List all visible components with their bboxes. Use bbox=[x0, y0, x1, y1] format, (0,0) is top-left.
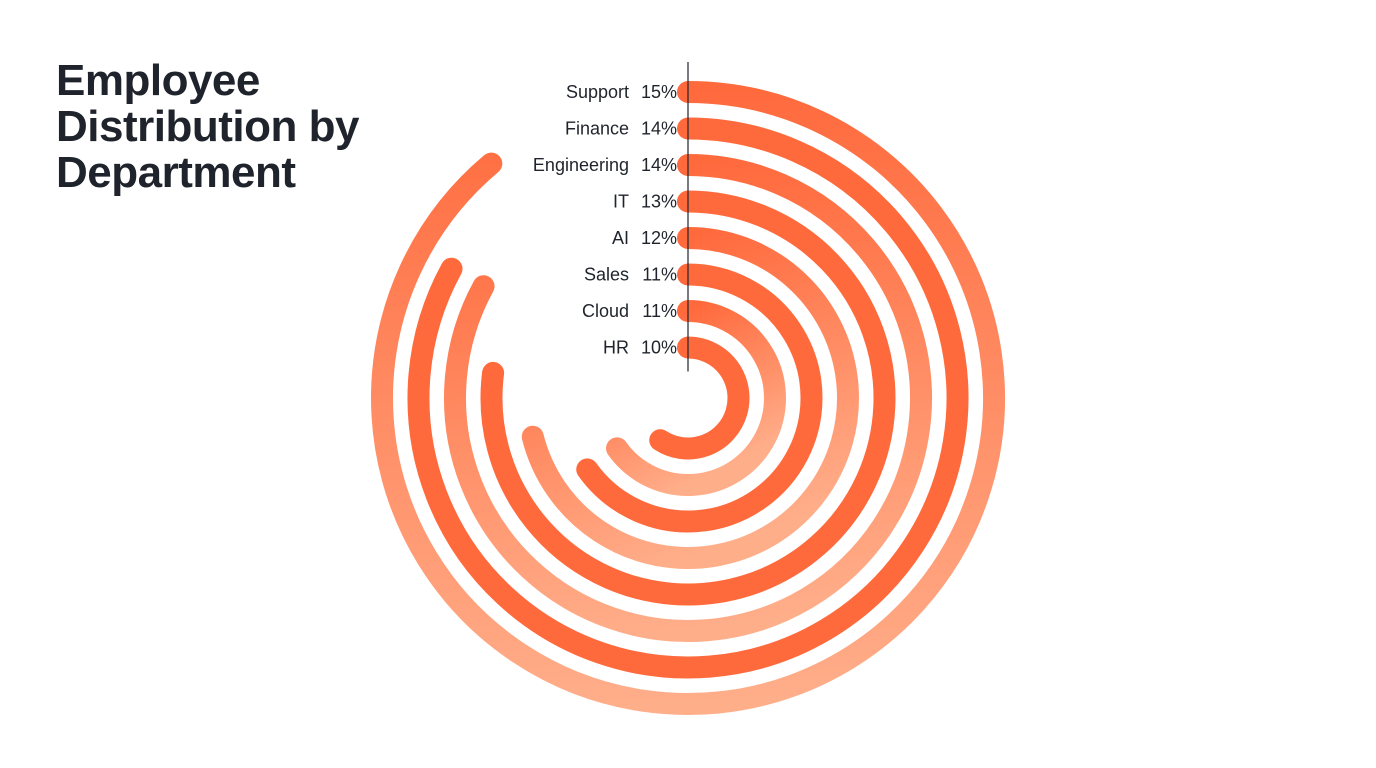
bar-group bbox=[371, 81, 1005, 715]
bar-ai bbox=[521, 227, 859, 569]
bar-engineering bbox=[444, 154, 932, 642]
value-label-cloud: 11% bbox=[642, 301, 677, 321]
category-label-sales: Sales bbox=[584, 265, 629, 285]
category-label-engineering: Engineering bbox=[533, 155, 629, 175]
label-group: Support 15% Finance 14% Engineering 14% IT 13% A… bbox=[533, 82, 677, 358]
bar-hr bbox=[649, 336, 750, 460]
bar-finance bbox=[407, 117, 969, 679]
category-label-hr: HR bbox=[603, 338, 629, 358]
bar-cloud bbox=[606, 300, 786, 496]
category-label-finance: Finance bbox=[565, 119, 629, 139]
category-label-support: Support bbox=[566, 82, 629, 102]
category-label-cloud: Cloud bbox=[582, 301, 629, 321]
value-label-it: 13% bbox=[641, 192, 677, 212]
value-label-engineering: 14% bbox=[641, 155, 677, 175]
category-label-it: IT bbox=[613, 192, 629, 212]
chart-title: Employee Distribution by Department bbox=[56, 56, 359, 197]
value-label-finance: 14% bbox=[641, 119, 677, 139]
value-label-ai: 12% bbox=[641, 228, 677, 248]
bar-support bbox=[371, 81, 1005, 715]
value-label-hr: 10% bbox=[641, 338, 677, 358]
bar-sales bbox=[576, 263, 823, 533]
value-label-support: 15% bbox=[641, 82, 677, 102]
bar-it bbox=[480, 190, 896, 606]
category-label-ai: AI bbox=[612, 228, 629, 248]
value-label-sales: 11% bbox=[642, 265, 677, 285]
